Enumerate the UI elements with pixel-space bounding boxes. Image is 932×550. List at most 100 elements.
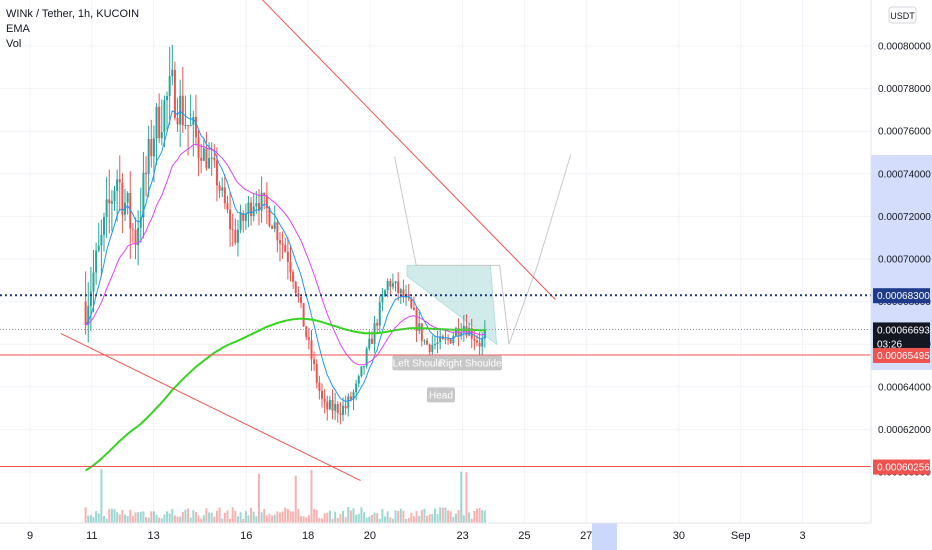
volume-bar [449,511,452,523]
volume-bar [302,516,305,523]
annotation-label: Left Shoulder [392,355,453,371]
candle [89,266,92,331]
volume-bar [187,508,190,523]
candle [433,335,436,350]
candle [181,66,184,134]
candle [213,143,216,168]
candle [386,278,389,298]
candle [108,169,111,234]
volume-bar [223,512,226,523]
volume-bar [420,509,423,523]
candle [289,245,292,282]
candle [103,212,106,252]
time-tick-label: 16 [240,530,252,542]
candle [163,95,166,148]
volume-bar [124,514,127,523]
volume-bar [415,511,418,523]
candle [473,328,476,351]
volume-bar [373,512,376,523]
volume-bar [118,514,121,523]
candle [116,169,119,222]
candle [87,282,90,343]
volume-bar [234,510,237,523]
candle [221,177,224,198]
candle [276,218,279,253]
volume-bar [331,518,334,523]
volume-bar [281,511,284,523]
candle [363,365,366,375]
candle [292,269,295,289]
price-tick-label: 0.00078000 [878,84,931,95]
price-tags: 0.000683000.0006669303:260.000654950.000… [873,288,930,475]
candle [184,95,187,130]
time-axis[interactable]: 9 11 13 16 18 20 23 25 27 30 Sep 3 [27,530,806,542]
volume-bar [433,508,436,523]
candle [229,191,232,247]
price-tick-label: 0.00076000 [878,127,931,138]
candle [423,339,426,345]
ema-indicator-label[interactable]: EMA [6,23,30,35]
price-axis[interactable]: 0.00080000 0.00078000 0.00076000 0.00074000… [878,42,931,479]
ema-lines [85,110,486,472]
candle [334,392,337,421]
volume-bar [470,518,473,523]
candle [173,61,176,121]
candle [95,242,98,285]
volume-bar [462,515,465,523]
volume-bar [92,517,95,523]
volume-bar [244,511,247,523]
symbol-title[interactable]: WINk / Tether, 1h, KUCOIN [6,8,140,20]
volume-bar [171,508,174,523]
volume-bar [194,512,197,523]
volume-bar [110,508,113,523]
volume-bar [428,514,431,523]
volume-bar [239,512,242,523]
candle [321,383,324,408]
candle [278,232,281,262]
candle [281,231,284,259]
volume-bar [221,518,224,523]
candle [118,155,121,212]
candle [158,93,161,144]
time-tick-label: Sep [731,530,751,542]
candle [470,318,473,348]
volume-bar [87,515,90,523]
candle [110,190,113,232]
dotted-price-tag: 0.00068300 [873,288,930,304]
volume-bar [447,510,450,523]
time-tick-label: 30 [673,530,685,542]
candle [460,323,463,340]
head-and-shoulders-pattern[interactable] [394,154,572,346]
volume-bar [229,518,232,523]
candle [347,393,350,417]
volume-bar [339,514,342,523]
volume-bar [483,510,486,523]
volume-bar [252,511,255,523]
candle [234,218,237,246]
volume-bar [145,517,148,523]
descending-trendline[interactable] [261,0,556,300]
candle [244,203,247,230]
time-tick-label: 20 [364,530,376,542]
currency-button[interactable]: USDT [888,6,917,24]
volume-bar [431,514,434,523]
candle [439,327,442,350]
candle [131,223,134,243]
volume-bar [250,507,253,523]
trendline-drawings[interactable] [0,0,871,481]
volume-bar [352,508,355,523]
volume-indicator-label[interactable]: Vol [6,38,22,50]
candle [168,47,171,125]
volume-bar [142,511,145,523]
ema-fast-line [85,110,486,403]
volume-bar [260,512,263,523]
candle [355,379,358,401]
candle [273,205,276,233]
lower-trendline[interactable] [60,333,361,481]
volume-bar [347,507,350,523]
candle [331,389,334,420]
volume-bar [384,516,387,523]
volume-bar [460,471,463,523]
